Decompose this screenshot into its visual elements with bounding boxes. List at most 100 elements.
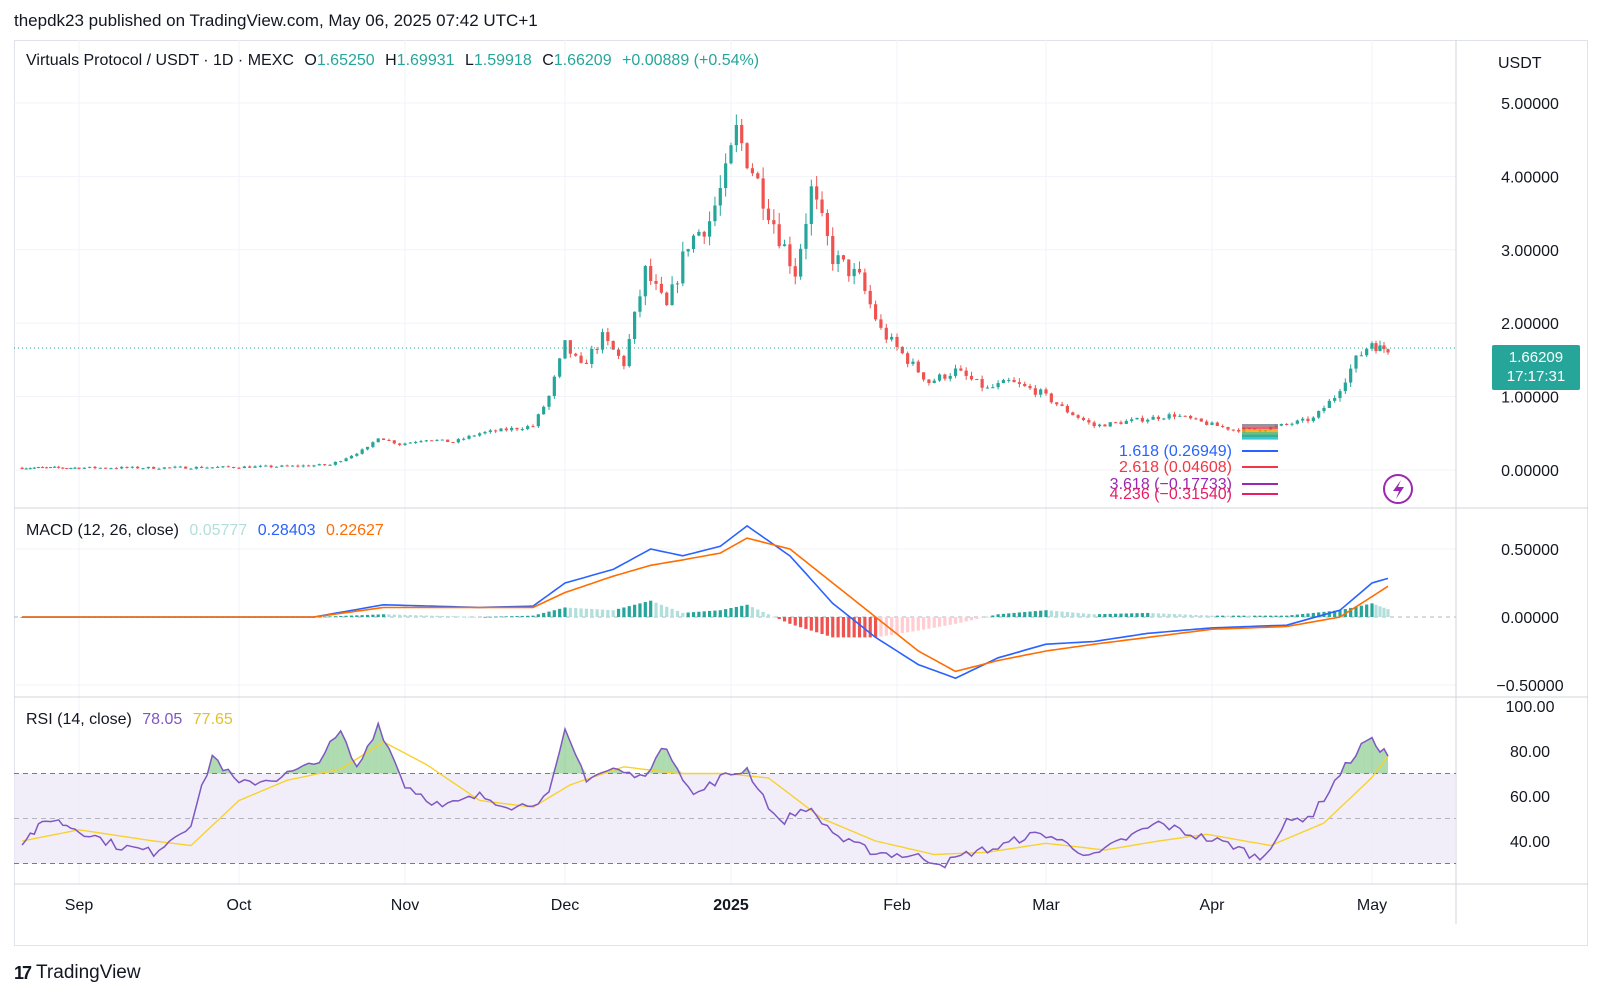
tradingview-logo[interactable]: 17 TradingView	[14, 962, 141, 984]
x-tick-label: Nov	[391, 897, 419, 914]
macd-hist-bar	[659, 604, 663, 617]
candle-body	[884, 327, 888, 340]
candle-body	[922, 372, 926, 380]
lightning-icon-ring	[1383, 474, 1413, 504]
price-pane: 1.618 (0.26949)2.618 (0.04608)3.618 (−0.…	[14, 114, 1456, 504]
macd-hist-bar	[611, 610, 615, 617]
candle-body	[718, 188, 722, 206]
candle-body	[713, 205, 717, 222]
macd-hist-bar	[1338, 610, 1342, 617]
candle-body	[1039, 389, 1043, 395]
candle-body	[1108, 422, 1112, 427]
macd-hist-value: 0.05777	[189, 522, 248, 539]
rsi-ob-segment	[559, 728, 565, 774]
candle-body	[857, 268, 862, 273]
macd-hist-bar	[531, 615, 535, 617]
macd-hist-bar	[1049, 610, 1053, 617]
candle-body	[1343, 382, 1347, 392]
macd-hist-bar	[750, 607, 755, 617]
rsi-ob-segment	[340, 730, 347, 774]
price-tick-label: 1.00000	[1501, 390, 1559, 407]
symbol-title[interactable]: Virtuals Protocol / USDT · 1D · MEXC	[26, 52, 294, 69]
candle-body	[815, 186, 819, 200]
macd-hist-bar	[922, 617, 926, 630]
candle-body	[831, 235, 835, 265]
macd-hist-bar	[1097, 614, 1102, 617]
candle-body	[932, 380, 936, 383]
rsi-ob-segment	[666, 749, 673, 774]
candle-body	[868, 290, 872, 305]
macd-hist-bar	[916, 617, 920, 631]
macd-hist-bar	[1311, 612, 1315, 617]
macd-hist-bar	[873, 617, 878, 638]
rsi-tick-label: 40.00	[1510, 834, 1550, 851]
rsi-ob-segment	[319, 753, 325, 774]
rsi-ob-segment	[388, 748, 395, 774]
macd-signal-value: 0.22627	[325, 522, 384, 539]
price-unit-label[interactable]: USDT	[1498, 55, 1542, 72]
macd-hist-bar	[440, 615, 444, 617]
candle-body	[927, 379, 931, 383]
candle-body	[285, 465, 289, 467]
macd-pane	[20, 524, 1390, 680]
candle-body	[146, 466, 150, 469]
candle-body	[40, 467, 45, 469]
candle-body	[852, 268, 856, 277]
candle-body	[258, 465, 263, 467]
macd-hist-bar	[1156, 613, 1161, 617]
rsi-legend: RSI (14, close) 78.05 77.65	[26, 711, 239, 729]
candle-body	[964, 370, 968, 376]
candle-body	[627, 339, 631, 367]
macd-hist-bar	[472, 616, 476, 618]
candle-body	[323, 464, 327, 466]
candle-body	[483, 431, 487, 434]
macd-hist-bar	[697, 611, 701, 617]
macd-hist-bar	[590, 608, 594, 617]
candle-body	[890, 336, 894, 340]
candle-body	[392, 440, 396, 444]
candle-body	[1103, 424, 1107, 427]
macd-hist-bar	[953, 617, 958, 624]
lightning-icon[interactable]	[1383, 474, 1413, 504]
macd-hist-bar	[526, 615, 530, 617]
candle-body	[312, 465, 316, 467]
candle-body	[980, 379, 984, 388]
macd-hist-bar	[1242, 615, 1246, 617]
macd-hist-bar	[1354, 606, 1358, 617]
candle-body	[365, 446, 370, 450]
price-tick-label: 2.00000	[1501, 316, 1559, 333]
candle-body	[745, 143, 749, 169]
last-price-value: 1.66209	[1508, 349, 1564, 366]
macd-hist-bar	[895, 617, 899, 634]
rsi-ob-segment	[356, 759, 363, 774]
candle-body	[1365, 348, 1369, 356]
candle-body	[531, 426, 535, 428]
candle-body	[825, 213, 829, 236]
candle-body	[168, 467, 172, 469]
candle-body	[959, 368, 963, 371]
rsi-title[interactable]: RSI (14, close)	[26, 711, 132, 728]
macd-hist-bar	[1205, 615, 1209, 617]
macd-hist-bar	[462, 616, 466, 618]
candle-body	[948, 375, 952, 379]
macd-hist-bar	[456, 616, 460, 618]
macd-hist-bar	[980, 617, 984, 618]
macd-hist-bar	[627, 606, 631, 617]
candle-body	[1156, 416, 1161, 420]
candle-body	[478, 433, 482, 436]
x-tick-label: Feb	[883, 897, 911, 914]
candle-body	[991, 387, 995, 389]
candle-body	[32, 467, 36, 469]
macd-hist-bar	[1012, 612, 1016, 617]
candle-body	[381, 438, 386, 440]
candle-body	[419, 441, 423, 443]
macd-title[interactable]: MACD (12, 26, close)	[26, 522, 179, 539]
macd-hist-bar	[985, 616, 990, 618]
candle-body	[707, 221, 712, 237]
macd-hist-bar	[799, 617, 803, 628]
candle-body	[1028, 386, 1032, 389]
candle-body	[462, 438, 466, 440]
candle-body	[65, 468, 69, 470]
macd-hist-bar	[1295, 614, 1299, 617]
